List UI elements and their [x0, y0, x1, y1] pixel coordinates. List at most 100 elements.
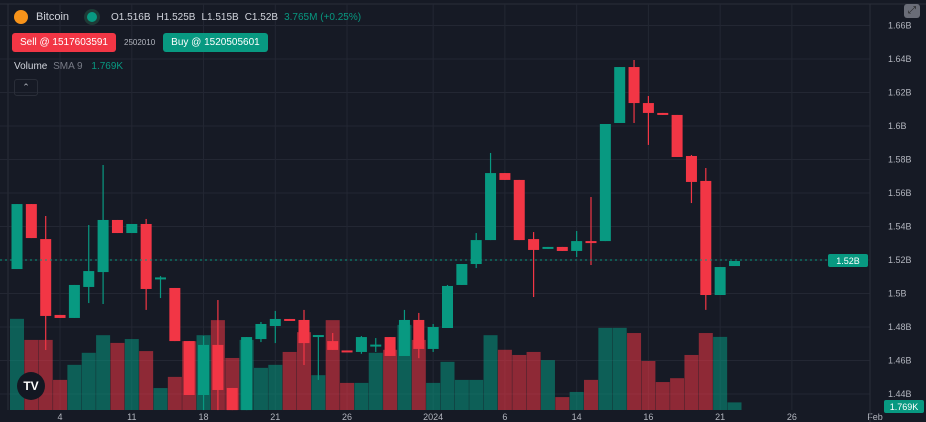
candle-body: [542, 246, 554, 249]
volume-bar: [584, 379, 598, 410]
candle-body: [729, 261, 740, 267]
candle-body: [97, 219, 109, 273]
volume-bar: [124, 339, 139, 410]
volume-bar: [727, 402, 742, 410]
y-tick-label: 1.44B: [888, 389, 912, 399]
spread-value: 2502010: [124, 38, 156, 47]
candle-body: [571, 241, 583, 251]
volume-bar: [311, 375, 326, 410]
candle-body: [398, 319, 410, 356]
volume-bar: [655, 382, 670, 410]
x-tick-label: 11: [127, 412, 136, 422]
candle-body: [442, 285, 453, 329]
volume-bar: [411, 339, 426, 410]
x-tick-label: 2024: [423, 412, 443, 422]
open-value: O1.516B: [111, 11, 151, 23]
high-value: H1.525B: [156, 11, 196, 23]
volume-legend: Volume SMA 9 1.769K: [14, 61, 123, 72]
tradingview-logo[interactable]: TV: [17, 372, 45, 400]
volume-bar: [167, 376, 182, 410]
candle-body: [155, 277, 166, 280]
volume-bar: [67, 364, 82, 410]
volume-bar: [96, 335, 111, 410]
candle-body: [269, 318, 281, 326]
candle-body: [628, 67, 640, 104]
y-tick-label: 1.6B: [888, 121, 907, 131]
volume-bar: [53, 379, 68, 410]
y-tick-label: 1.58B: [888, 155, 912, 165]
y-tick-label: 1.56B: [888, 188, 912, 198]
y-tick-label: 1.5B: [888, 289, 907, 299]
candle-body: [614, 67, 626, 123]
x-tick-label: 4: [58, 412, 63, 422]
volume-bar: [253, 367, 268, 410]
candle-body: [585, 241, 597, 244]
volume-bar: [139, 351, 154, 410]
candle-body: [212, 344, 224, 390]
volume-bar: [153, 388, 168, 410]
volume-bar: [641, 360, 656, 410]
candle-body: [226, 387, 238, 411]
buy-button[interactable]: Buy @ 1520505601: [163, 33, 268, 52]
volume-value: 1.769K: [91, 61, 124, 72]
candle-body: [714, 267, 726, 296]
ohlc-readout: O1.516B H1.525B L1.515B C1.52B 3.765M (+…: [111, 12, 361, 23]
candle-body: [355, 337, 367, 352]
candle-body: [499, 173, 511, 180]
last-price-tag: 1.52B: [828, 254, 868, 267]
volume-bar: [483, 335, 498, 410]
volume-bar: [454, 379, 469, 410]
symbol-name[interactable]: Bitcoin: [36, 11, 70, 23]
candle-body: [700, 180, 712, 296]
y-tick-label: 1.52B: [888, 255, 912, 265]
candle-body: [25, 204, 37, 239]
x-tick-label: 26: [342, 412, 352, 422]
fullscreen-icon[interactable]: ⤢: [904, 4, 920, 18]
x-tick-label: 21: [715, 412, 725, 422]
candle-body: [642, 103, 654, 113]
candle-body: [327, 341, 339, 350]
y-tick-label: 1.48B: [888, 322, 912, 332]
y-tick-label: 1.62B: [888, 88, 912, 98]
volume-bar: [713, 336, 728, 410]
volume-bar: [512, 354, 527, 410]
y-tick-label: 1.66B: [888, 21, 912, 31]
volume-bar: [670, 378, 685, 410]
bitcoin-icon: [14, 10, 28, 24]
sell-button[interactable]: Sell @ 1517603591: [12, 33, 116, 52]
volume-bar: [368, 352, 383, 410]
candle-body: [198, 344, 210, 396]
candle-body: [671, 114, 683, 157]
volume-bar: [282, 351, 297, 410]
candle-body: [384, 337, 396, 356]
volume-bar: [81, 352, 96, 410]
candle-body: [140, 223, 152, 289]
candle-body: [169, 287, 181, 342]
x-tick-label: 18: [199, 412, 209, 422]
volume-bar: [340, 382, 355, 410]
candle-body: [685, 155, 697, 182]
candle-body: [370, 344, 382, 347]
candle-body: [427, 327, 439, 349]
candle-body: [40, 239, 52, 316]
candle-body: [413, 319, 425, 349]
candle-body: [456, 264, 468, 285]
volume-bar: [297, 332, 311, 410]
trade-bar: Sell @ 1517603591 2502010 Buy @ 15205056…: [12, 33, 268, 52]
candle-body: [341, 350, 353, 353]
candle-body: [470, 240, 482, 265]
change-value: 3.765M (+0.25%): [284, 11, 362, 23]
candle-body: [68, 284, 80, 318]
collapse-legend-button[interactable]: ⌃: [14, 79, 38, 96]
candle-body: [284, 318, 296, 321]
x-tick-label: 21: [270, 412, 280, 422]
volume-bar: [354, 382, 369, 410]
volume-label: Volume: [14, 61, 48, 72]
x-tick-label: Feb: [867, 412, 883, 422]
y-tick-label: 1.64B: [888, 54, 912, 64]
candle-body: [255, 323, 267, 340]
candle-body: [183, 341, 195, 396]
volume-bar: [598, 327, 613, 410]
volume-bar: [526, 351, 541, 410]
